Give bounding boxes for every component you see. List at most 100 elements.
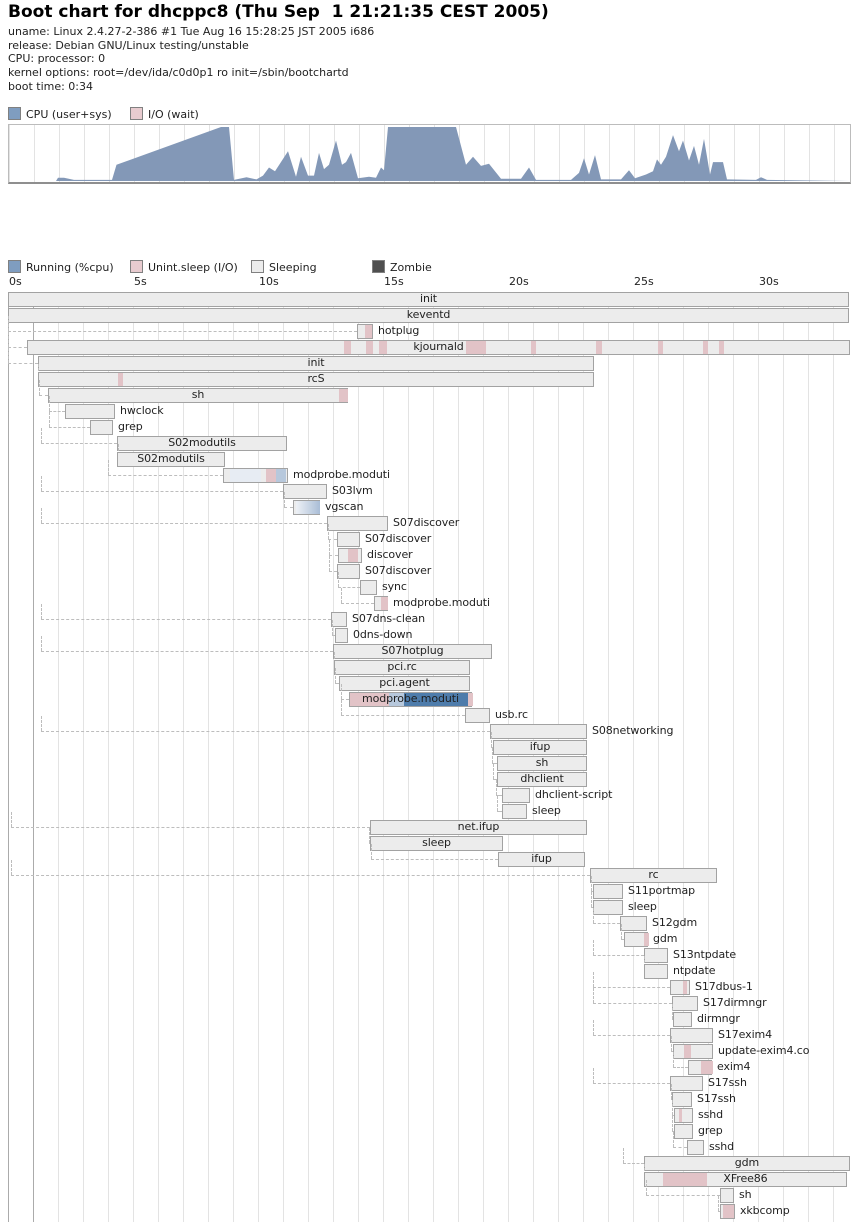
proc-legend-item: Unint.sleep (I/O) [130,260,238,274]
tree-connector-h [593,1035,670,1036]
proc-legend-swatch [372,260,385,273]
process-label: sh [191,388,205,401]
tree-connector-h [673,1067,688,1068]
tree-connector-v [490,732,492,747]
tree-connector-h [340,603,374,604]
tree-connector-h [328,539,337,540]
tree-connector-h [8,363,38,364]
process-label: sleep [628,900,657,913]
tree-connector-h [338,587,360,588]
process-label: S11portmap [628,884,695,897]
tree-connector-h [370,859,498,860]
process-bar [624,932,649,947]
process-bar [337,532,360,547]
process-state-segment-runl [276,469,286,482]
process-state-segment-io [350,693,389,706]
system-info: uname: Linux 2.4.27-2-386 #1 Tue Aug 16 … [8,25,374,94]
process-label: dirmngr [697,1012,740,1025]
process-bar [339,676,470,691]
tree-connector-v [493,764,494,779]
tree-connector-h [329,571,337,572]
process-state-segment-io [701,1061,713,1074]
tree-connector-h [670,1051,673,1052]
process-state-segment-io [381,597,388,610]
process-label: modprobe.moduti [293,468,390,481]
proc-legend-swatch [251,260,264,273]
process-state-segment-io [344,341,351,354]
process-label: S07dns-clean [352,612,426,625]
process-bar [502,804,527,819]
tree-connector-v [40,716,42,731]
axis-tick-label: 25s [634,275,654,288]
process-bar [8,292,849,307]
tree-connector-v [10,812,12,827]
proc-legend-label: Zombie [390,261,432,274]
tree-connector-v [40,636,42,651]
process-bar [644,948,668,963]
process-bar [38,372,594,387]
tree-connector-h [593,923,620,924]
process-bar [673,1012,692,1027]
process-bar [337,564,360,579]
process-label: sleep [532,804,561,817]
tree-connector-v [8,332,9,347]
process-state-segment-io [366,341,373,354]
process-state-segment-io [266,469,276,482]
process-label: init [307,356,325,369]
tree-connector-v [329,540,331,555]
process-state-segment-io [596,341,602,354]
tree-connector-v [340,700,342,715]
cpu-legend: CPU (user+sys) I/O (wait) [8,107,850,121]
process-label: S07hotplug [381,644,444,657]
process-state-segment-io [339,389,348,402]
tree-connector-h [8,331,357,332]
process-bar [593,900,623,915]
process-bar [620,916,647,931]
process-bar [674,1108,693,1123]
process-state-segment-io [466,341,486,354]
tree-connector-v [40,508,42,523]
process-bar [117,452,225,467]
tree-connector-h [496,811,502,812]
process-bar [498,852,585,867]
proc-legend-item: Zombie [372,260,432,274]
process-bar [670,980,690,995]
process-label: modprobe.moduti [362,692,459,705]
process-bar [644,964,668,979]
tree-connector-h [593,987,670,988]
tree-connector-v [38,364,39,379]
process-bar [370,820,587,835]
axis-tick-label: 15s [384,275,404,288]
process-bar [670,1076,703,1091]
info-boot-time: boot time: 0:34 [8,79,94,93]
process-label: rc [648,868,659,881]
tree-connector-h [671,1115,674,1116]
process-label: sleep [422,836,451,849]
info-release: release: Debian GNU/Linux testing/unstab… [8,38,249,52]
process-state-segment-io [658,341,663,354]
process-bar [334,660,470,675]
process-bar [644,1172,847,1187]
tree-connector-h [8,347,27,348]
process-bar [720,1204,735,1219]
tree-connector-h [369,843,370,844]
info-cpu: CPU: processor: 0 [8,52,106,66]
proc-legend-item: Running (%cpu) [8,260,114,274]
tree-connector-v [670,1084,672,1099]
cpu-legend-swatch [130,107,143,120]
grid-line [33,292,34,1222]
cpu-legend-label: I/O (wait) [148,108,199,121]
proc-legend-swatch [8,260,21,273]
process-label: init [420,292,437,305]
cpu-legend-swatch [8,107,21,120]
tree-connector-v [369,828,371,843]
proc-legend-swatch [130,260,143,273]
tree-connector-v [491,748,493,763]
tree-connector-h [490,747,493,748]
info-uname: uname: Linux 2.4.27-2-386 #1 Tue Aug 16 … [8,25,375,38]
tree-connector-v [108,460,109,475]
process-bar [117,436,287,451]
tree-connector-h [620,939,624,940]
tree-connector-h [331,635,335,636]
tree-connector-h [645,1195,720,1196]
